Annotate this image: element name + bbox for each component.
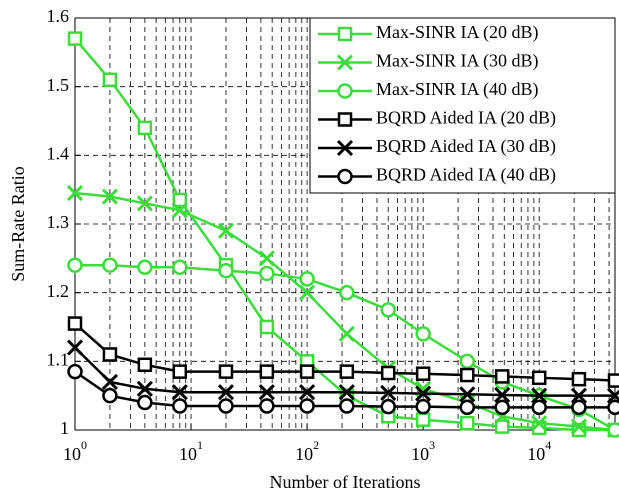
legend-label: BQRD Aided IA (30 dB): [376, 136, 556, 157]
marker: [533, 372, 545, 384]
marker: [301, 272, 314, 285]
marker: [261, 366, 273, 378]
marker: [103, 389, 116, 402]
legend-symbol: [339, 28, 351, 40]
x-tick-label: 100: [63, 438, 87, 464]
legend-symbol: [339, 170, 352, 183]
y-tick-label: 1.5: [47, 75, 70, 95]
legend-label: Max-SINR IA (20 dB): [376, 22, 539, 43]
marker: [260, 251, 274, 265]
marker: [382, 367, 394, 379]
x-tick-label: 101: [179, 438, 203, 464]
marker: [417, 414, 429, 426]
marker: [533, 401, 546, 414]
marker: [104, 74, 116, 86]
marker: [609, 375, 619, 387]
marker: [340, 399, 353, 412]
marker: [417, 400, 430, 413]
marker: [139, 359, 151, 371]
marker: [260, 267, 273, 280]
x-axis-label: Number of Iterations: [270, 472, 421, 492]
legend-label: BQRD Aided IA (20 dB): [376, 108, 556, 129]
y-tick-label: 1.3: [47, 212, 70, 232]
y-tick-label: 1.4: [47, 143, 70, 163]
legend-symbol: [339, 85, 352, 98]
marker: [173, 399, 186, 412]
legend-marker: [339, 28, 351, 40]
marker: [104, 348, 116, 360]
y-tick-label: 1.6: [47, 6, 70, 26]
marker: [219, 264, 232, 277]
marker: [69, 365, 82, 378]
x-tick-label: 103: [411, 438, 435, 464]
marker: [69, 318, 81, 330]
marker: [417, 327, 430, 340]
marker: [382, 400, 395, 413]
marker: [219, 399, 232, 412]
x-tick-label: 102: [295, 438, 319, 464]
marker: [461, 401, 474, 414]
marker: [220, 366, 232, 378]
marker: [382, 303, 395, 316]
marker: [341, 366, 353, 378]
marker: [69, 259, 82, 272]
y-axis-label: Sum-Rate Ratio: [8, 166, 28, 282]
marker: [103, 259, 116, 272]
marker: [340, 286, 353, 299]
legend-label: Max-SINR IA (40 dB): [376, 79, 539, 100]
y-tick-label: 1.1: [47, 349, 70, 369]
marker: [173, 261, 186, 274]
legend-marker: [339, 114, 351, 126]
marker: [139, 122, 151, 134]
marker: [261, 321, 273, 333]
marker: [572, 401, 585, 414]
marker: [69, 33, 81, 45]
legend-symbol: [339, 114, 351, 126]
marker: [609, 424, 619, 437]
marker: [573, 373, 585, 385]
y-tick-label: 1.2: [47, 281, 70, 301]
marker: [461, 417, 473, 429]
page: {"chart_data": {"type": "line", "x_label…: [0, 0, 619, 500]
marker: [496, 401, 509, 414]
y-tick-label: 1: [60, 418, 69, 438]
chart: Number of Iterations Sum-Rate Ratio 1 1.1…: [0, 0, 619, 500]
x-tick-label: 104: [527, 438, 551, 464]
marker: [174, 366, 186, 378]
legend-marker: [339, 85, 352, 98]
marker: [301, 399, 314, 412]
marker: [461, 369, 473, 381]
legend-label: BQRD Aided IA (40 dB): [376, 165, 556, 186]
marker: [609, 401, 619, 414]
marker: [301, 366, 313, 378]
marker: [461, 355, 474, 368]
marker: [138, 261, 151, 274]
legend-marker: [339, 170, 352, 183]
marker: [496, 370, 508, 382]
marker: [138, 396, 151, 409]
marker: [417, 368, 429, 380]
legend-label: Max-SINR IA (30 dB): [376, 51, 539, 72]
marker: [260, 399, 273, 412]
